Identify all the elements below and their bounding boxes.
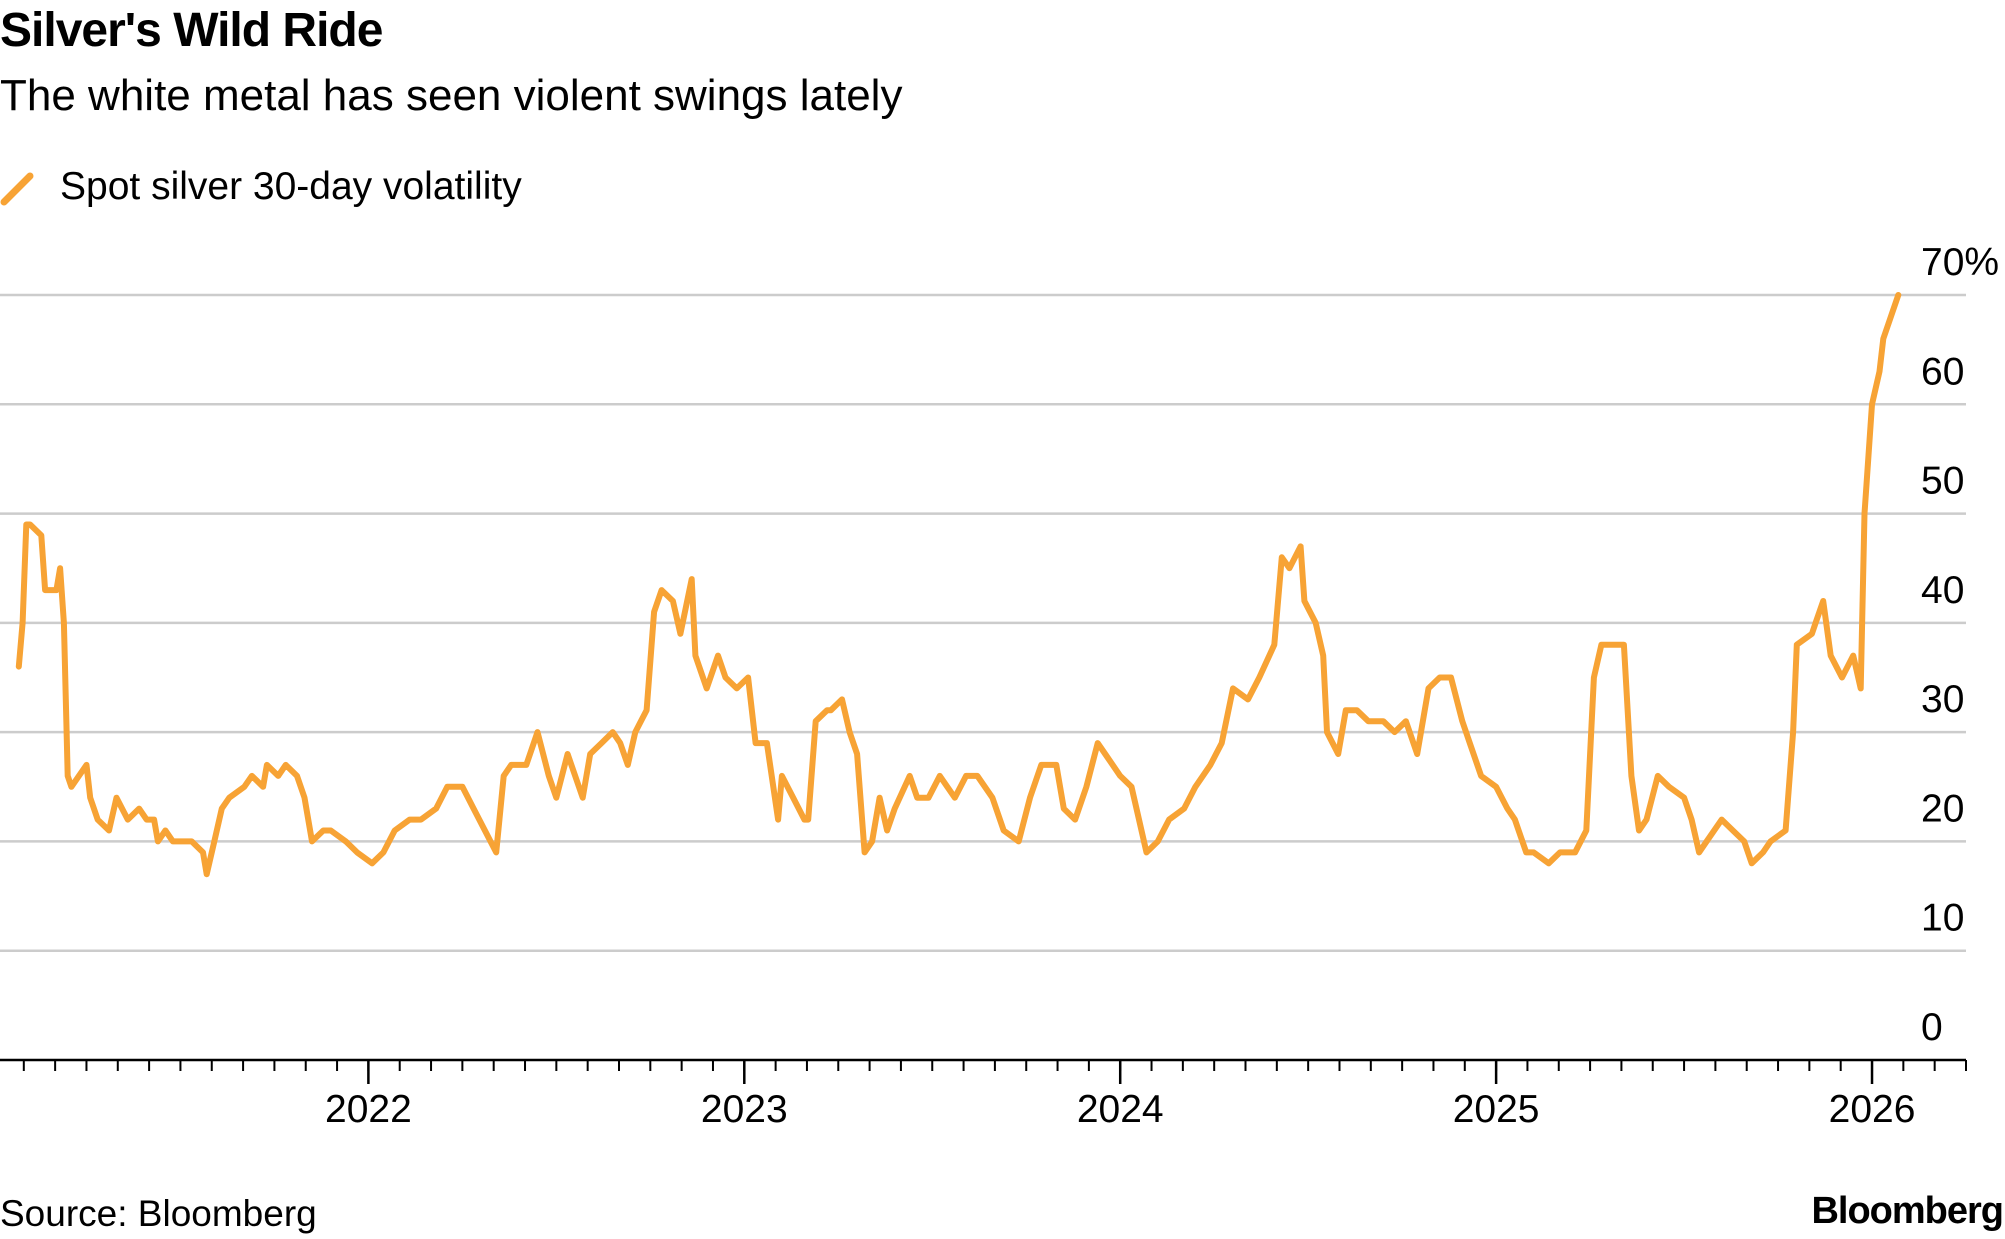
source-note: Source: Bloomberg	[0, 1193, 317, 1234]
brand-logo: Bloomberg	[1811, 1190, 2003, 1232]
x-tick-label: 2023	[701, 1088, 788, 1131]
y-tick-label: 40	[1921, 569, 1964, 612]
x-tick-label: 2025	[1453, 1088, 1540, 1131]
chart-title: Silver's Wild Ride	[0, 4, 383, 57]
y-tick-label: 0	[1921, 1006, 1943, 1049]
x-tick-label: 2024	[1077, 1088, 1164, 1131]
y-tick-label: 10	[1921, 897, 1964, 940]
y-tick-label: 30	[1921, 678, 1964, 721]
x-tick-label: 2026	[1829, 1088, 1916, 1131]
y-tick-label: 70%	[1921, 241, 1999, 284]
legend-swatch	[0, 172, 34, 206]
y-tick-label: 60	[1921, 350, 1964, 393]
line-series	[15, 292, 1902, 878]
y-tick-label: 50	[1921, 460, 1964, 503]
chart-subtitle: The white metal has seen violent swings …	[0, 71, 902, 120]
legend-label: Spot silver 30-day volatility	[60, 165, 522, 208]
y-tick-label: 20	[1921, 787, 1964, 830]
x-tick-label: 2022	[325, 1088, 412, 1131]
